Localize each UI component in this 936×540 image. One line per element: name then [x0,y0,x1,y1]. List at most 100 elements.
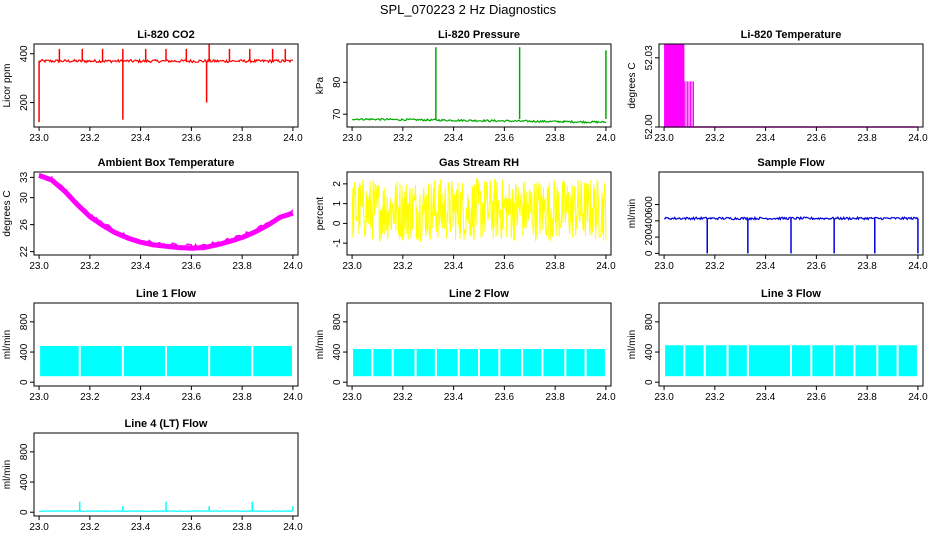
x-tick-label: 23.8 [857,261,877,272]
series-line [351,178,607,243]
x-tick-label: 23.0 [654,261,674,272]
x-axis: 23.0 23.2 23.4 23.6 23.8 24.0 [342,386,616,403]
panel-9: Line 3 Flow ml/min 23.0 23.2 23.4 23.6 23.8 24.… [627,288,928,403]
panel-title: Gas Stream RH [439,157,519,169]
series-block [480,349,499,377]
series-block [253,346,292,377]
y-tick-label: 52.00 [644,114,655,139]
x-axis: 23.0 23.2 23.4 23.6 23.8 24.0 [29,127,303,144]
x-tick-label: 23.2 [393,133,413,144]
x-tick-label: 23.2 [80,522,100,533]
series-2 [351,47,607,124]
panel-6: Sample Flow ml/min 23.0 23.2 23.4 23.6 23.8 24.… [627,157,928,272]
series-block [543,349,565,377]
series-block [123,346,165,377]
x-tick-label: 23.6 [182,522,202,533]
x-tick-label: 23.0 [29,522,49,533]
series-block [685,345,704,377]
y-axis-label: degrees C [2,190,13,236]
y-axis-label: ml/min [2,330,13,359]
panel-title: Li-820 CO2 [137,29,194,41]
plot-frame [658,43,924,128]
y-axis: 52.00 52.03 [644,45,659,140]
series-block [416,349,435,377]
series-9 [665,345,917,377]
series-block [898,345,917,377]
x-tick-label: 23.8 [857,133,877,144]
series-line [351,117,607,124]
series-block [373,349,392,377]
series-4 [38,172,294,252]
x-tick-label: 23.2 [80,261,100,272]
x-tick-label: 23.4 [444,392,464,403]
x-tick-label: 24.0 [908,261,928,272]
y-axis-label: degrees C [627,62,638,108]
x-tick-label: 23.8 [545,261,565,272]
series-block [855,345,877,377]
y-axis-label: percent [315,197,326,231]
y-tick-label: 800 [332,313,343,330]
series-6 [663,215,919,254]
series-block [878,345,897,377]
figure-title: SPL_070223 2 Hz Diagnostics [379,2,557,17]
x-tick-label: 24.0 [596,261,616,272]
x-axis: 23.0 23.2 23.4 23.6 23.8 24.0 [342,255,616,272]
x-tick-label: 23.6 [807,133,827,144]
x-tick-label: 23.6 [182,261,202,272]
x-tick-label: 24.0 [283,133,303,144]
series-band [38,173,294,251]
panel-title: Line 4 (LT) Flow [125,418,208,430]
x-tick-label: 23.2 [80,392,100,403]
y-tick-label: 200 [19,94,30,111]
x-tick-label: 24.0 [283,261,303,272]
series-block [353,349,372,377]
panel-title: Line 3 Flow [761,288,821,300]
x-tick-label: 23.4 [756,261,776,272]
x-tick-label: 23.6 [495,392,515,403]
y-axis-label: ml/min [627,330,638,359]
y-tick-label: 400 [332,343,343,360]
x-tick-label: 23.8 [232,392,252,403]
x-tick-label: 24.0 [283,392,303,403]
panel-7: Line 1 Flow ml/min 23.0 23.2 23.4 23.6 23.8 24.… [2,288,303,403]
x-tick-label: 23.8 [545,392,565,403]
x-tick-label: 24.0 [596,133,616,144]
x-tick-label: 23.4 [131,133,151,144]
y-axis-label: ml/min [2,460,13,489]
plot-frame [346,302,612,387]
y-axis-label: kPa [315,76,326,94]
y-tick-label: 2 [332,181,343,187]
x-tick-label: 23.0 [654,392,674,403]
y-axis-label: ml/min [627,199,638,228]
y-axis: -1 0 1 2 [332,181,347,248]
series-block [459,349,478,377]
x-tick-label: 24.0 [283,522,303,533]
y-axis: 22 26 30 33 [19,171,34,257]
y-tick-label: 800 [644,313,655,330]
y-tick-label: 400 [644,212,655,229]
x-tick-label: 23.2 [80,133,100,144]
series-block [812,345,834,377]
x-tick-label: 23.8 [232,261,252,272]
series-block [566,349,585,377]
x-tick-label: 23.8 [232,522,252,533]
x-tick-label: 24.0 [908,392,928,403]
y-tick-label: 52.03 [644,45,655,70]
panel-title: Li-820 Temperature [741,29,842,41]
series-band [664,44,685,127]
y-tick-label: 80 [332,76,343,88]
y-tick-label: 70 [332,108,343,120]
series-block [792,345,811,377]
series-block [748,345,790,377]
y-tick-label: 200 [644,228,655,245]
y-tick-label: 800 [19,443,30,460]
x-tick-label: 23.6 [182,133,202,144]
y-axis: 0 400 800 [19,443,34,515]
x-tick-label: 23.0 [29,133,49,144]
plot-frame [33,302,299,387]
plot-frame [658,171,924,256]
y-axis: 0 400 800 [19,313,34,385]
